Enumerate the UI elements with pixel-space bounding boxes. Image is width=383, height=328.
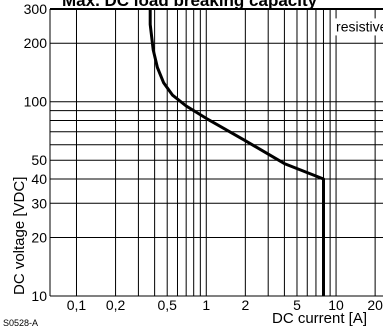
series-layer xyxy=(148,9,325,296)
y-tick-label: 30 xyxy=(31,195,47,211)
title-background xyxy=(58,0,322,9)
x-tick-label: 20 xyxy=(367,297,383,313)
x-tick-label: 0,5 xyxy=(157,297,177,313)
x-axis-label: DC current [A] xyxy=(272,310,367,327)
figure-code: S0528-A xyxy=(3,318,38,328)
y-tick-label: 20 xyxy=(31,230,47,246)
y-tick-label: 200 xyxy=(24,35,48,51)
y-tick-labels: 10 20 30 40 50 100 200 300 xyxy=(24,1,48,304)
x-tick-label: 2 xyxy=(241,297,249,313)
x-tick-label: 1 xyxy=(202,297,210,313)
y-tick-label: 100 xyxy=(24,94,48,110)
x-tick-label: 0,2 xyxy=(106,297,126,313)
x-tick-labels: 0,1 0,2 0,5 1 2 5 10 20 xyxy=(67,297,383,313)
chart-title: Max. DC load breaking capacity xyxy=(62,0,318,10)
x-gridlines xyxy=(49,9,376,296)
annotation-background xyxy=(333,18,383,36)
series-line-resistive-load xyxy=(148,9,325,296)
y-tick-label: 10 xyxy=(31,288,47,304)
x-tick-label: 5 xyxy=(293,297,301,313)
x-tick-label: 0,1 xyxy=(67,297,87,313)
x-tick-label: 10 xyxy=(328,297,344,313)
y-tick-label: 50 xyxy=(31,152,47,168)
annotation-layer: resistive load xyxy=(333,18,383,36)
y-gridlines xyxy=(50,8,383,297)
y-axis-label: DC voltage [VDC] xyxy=(11,177,28,295)
y-tick-label: 40 xyxy=(31,171,47,187)
y-tick-label: 300 xyxy=(24,1,48,17)
annotation-resistive-load: resistive load xyxy=(336,18,383,34)
